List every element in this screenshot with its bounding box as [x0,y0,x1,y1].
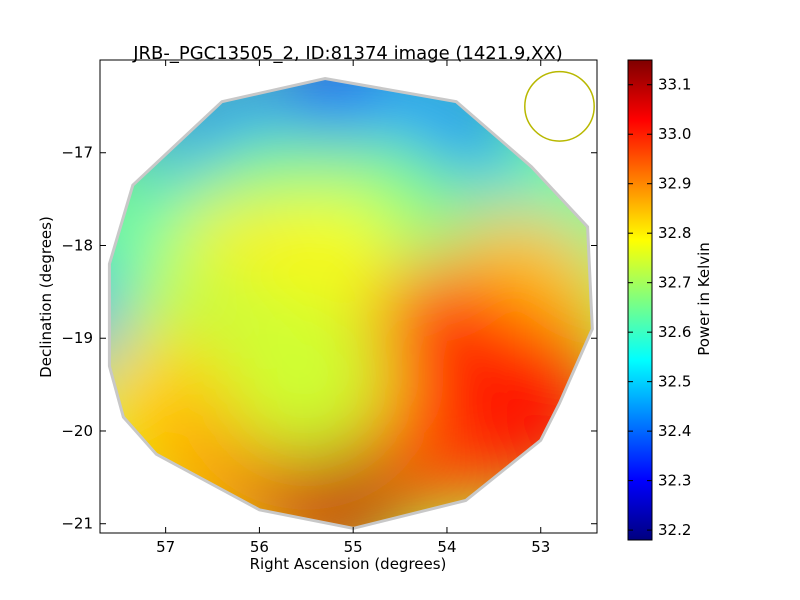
colorbar-tick-label: 32.5 [658,373,691,391]
y-tick-label: −19 [61,329,93,347]
y-tick-label: −20 [61,422,93,440]
colorbar-tick-label: 32.2 [658,521,691,539]
heatmap-regions [109,78,593,529]
x-tick-label: 54 [437,538,456,556]
x-tick-label: 53 [531,538,550,556]
y-axis-ticks: −17 −18 −19 −20 −21 [61,144,597,533]
heatmap-region [436,318,593,489]
x-tick-label: 56 [250,538,269,556]
colorbar-tick-label: 32.9 [658,175,691,193]
colorbar-tick-label: 33.1 [658,76,691,94]
plot-frame [99,59,598,534]
colorbar-tick-label: 33.0 [658,125,691,143]
x-axis-label: Right Ascension (degrees) [250,555,447,573]
colorbar-ticks: 32.2 32.3 32.4 32.5 32.6 32.7 32.8 32.9 33.0 33.1 [628,76,691,539]
x-tick-label: 55 [344,538,363,556]
colorbar-tick-label: 32.4 [658,422,691,440]
y-tick-label: −18 [61,236,93,254]
chart-title: JRB-_PGC13505_2, ID:81374 image (1421.9,… [132,43,563,64]
y-tick-label: −21 [61,515,93,533]
colorbar-tick-label: 32.8 [658,224,691,242]
colorbar [627,59,653,541]
y-tick-label: −17 [61,144,93,162]
heatmap-region [221,290,392,461]
colorbar-tick-label: 32.3 [658,472,691,490]
map-outline [107,76,594,530]
heatmap-layer [109,78,593,529]
beam-circle [524,70,595,142]
colorbar-label: Power in Kelvin [695,242,713,356]
y-axis-label: Declination (degrees) [37,216,55,378]
x-axis-ticks: 57 56 55 54 53 [156,60,550,556]
x-tick-label: 57 [156,538,175,556]
colorbar-tick-label: 32.7 [658,274,691,292]
colorbar-tick-label: 32.6 [658,323,691,341]
